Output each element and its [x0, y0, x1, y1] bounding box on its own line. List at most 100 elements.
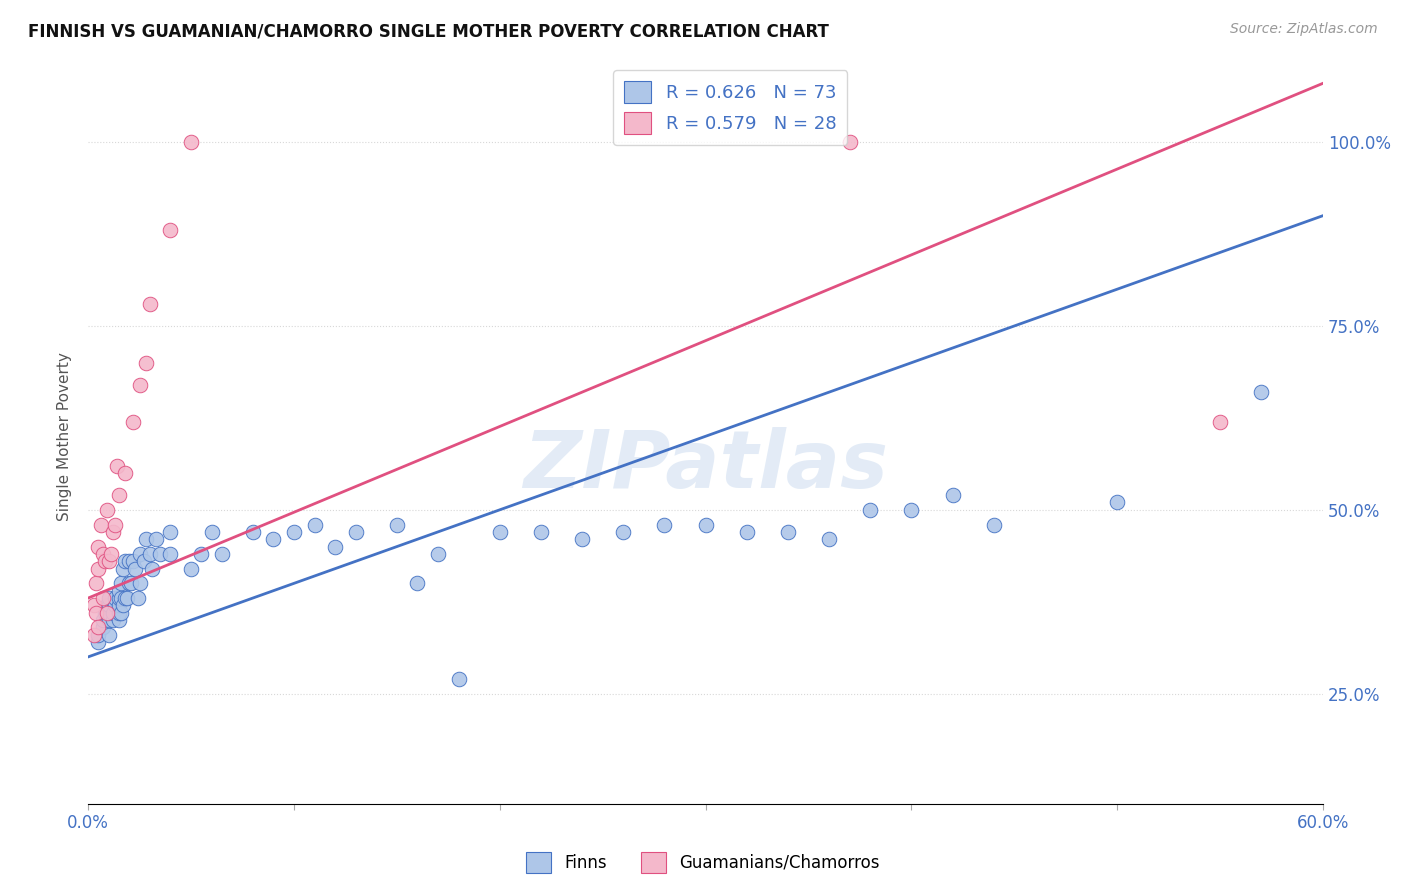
- Point: [97, 591, 120, 605]
- Point: [96, 606, 118, 620]
- Point: [97, 628, 120, 642]
- Point: [612, 524, 634, 539]
- Point: [114, 466, 136, 480]
- Point: [735, 524, 758, 539]
- Point: [818, 533, 841, 547]
- Point: [180, 561, 202, 575]
- Point: [93, 606, 115, 620]
- Point: [104, 599, 127, 613]
- Point: [104, 517, 127, 532]
- Point: [242, 524, 264, 539]
- Point: [344, 524, 367, 539]
- Point: [159, 524, 181, 539]
- Point: [838, 135, 860, 149]
- Point: [104, 591, 127, 605]
- Point: [654, 517, 676, 532]
- Point: [128, 547, 150, 561]
- Point: [427, 547, 450, 561]
- Legend: R = 0.626   N = 73, R = 0.579   N = 28: R = 0.626 N = 73, R = 0.579 N = 28: [613, 70, 848, 145]
- Point: [385, 517, 408, 532]
- Point: [87, 620, 110, 634]
- Point: [101, 606, 124, 620]
- Point: [571, 533, 593, 547]
- Point: [159, 547, 181, 561]
- Point: [211, 547, 233, 561]
- Point: [87, 540, 110, 554]
- Point: [120, 576, 142, 591]
- Text: Source: ZipAtlas.com: Source: ZipAtlas.com: [1230, 22, 1378, 37]
- Text: FINNISH VS GUAMANIAN/CHAMORRO SINGLE MOTHER POVERTY CORRELATION CHART: FINNISH VS GUAMANIAN/CHAMORRO SINGLE MOT…: [28, 22, 830, 40]
- Point: [132, 554, 155, 568]
- Point: [91, 591, 114, 605]
- Point: [108, 599, 131, 613]
- Point: [983, 517, 1005, 532]
- Point: [87, 635, 110, 649]
- Legend: Finns, Guamanians/Chamorros: Finns, Guamanians/Chamorros: [520, 846, 886, 880]
- Point: [190, 547, 212, 561]
- Point: [139, 547, 162, 561]
- Point: [101, 524, 124, 539]
- Point: [447, 672, 470, 686]
- Point: [323, 540, 346, 554]
- Text: ZIPatlas: ZIPatlas: [523, 426, 889, 505]
- Point: [96, 503, 118, 517]
- Point: [97, 606, 120, 620]
- Point: [488, 524, 510, 539]
- Point: [96, 599, 118, 613]
- Point: [91, 620, 114, 634]
- Point: [135, 533, 157, 547]
- Point: [86, 606, 108, 620]
- Point: [100, 547, 122, 561]
- Y-axis label: Single Mother Poverty: Single Mother Poverty: [58, 351, 72, 521]
- Point: [262, 533, 284, 547]
- Point: [118, 576, 141, 591]
- Point: [91, 547, 114, 561]
- Point: [91, 613, 114, 627]
- Point: [83, 628, 105, 642]
- Point: [127, 591, 149, 605]
- Point: [112, 561, 135, 575]
- Point: [900, 503, 922, 517]
- Point: [117, 591, 139, 605]
- Point: [122, 415, 145, 429]
- Point: [1107, 495, 1129, 509]
- Point: [110, 576, 132, 591]
- Point: [124, 561, 146, 575]
- Point: [128, 576, 150, 591]
- Point: [283, 524, 305, 539]
- Point: [97, 599, 120, 613]
- Point: [110, 606, 132, 620]
- Point: [108, 583, 131, 598]
- Point: [159, 223, 181, 237]
- Point: [859, 503, 882, 517]
- Point: [530, 524, 553, 539]
- Point: [304, 517, 326, 532]
- Point: [1209, 415, 1232, 429]
- Point: [87, 628, 110, 642]
- Point: [108, 591, 131, 605]
- Point: [89, 517, 111, 532]
- Point: [114, 591, 136, 605]
- Point: [108, 613, 131, 627]
- Point: [83, 599, 105, 613]
- Point: [942, 488, 965, 502]
- Point: [128, 377, 150, 392]
- Point: [97, 554, 120, 568]
- Point: [776, 524, 799, 539]
- Point: [110, 591, 132, 605]
- Point: [149, 547, 172, 561]
- Point: [180, 135, 202, 149]
- Point: [108, 488, 131, 502]
- Point: [406, 576, 429, 591]
- Point: [1250, 385, 1272, 400]
- Point: [122, 554, 145, 568]
- Point: [101, 613, 124, 627]
- Point: [695, 517, 717, 532]
- Point: [139, 297, 162, 311]
- Point: [118, 554, 141, 568]
- Point: [86, 576, 108, 591]
- Point: [145, 533, 167, 547]
- Point: [141, 561, 163, 575]
- Point: [105, 458, 128, 473]
- Point: [114, 554, 136, 568]
